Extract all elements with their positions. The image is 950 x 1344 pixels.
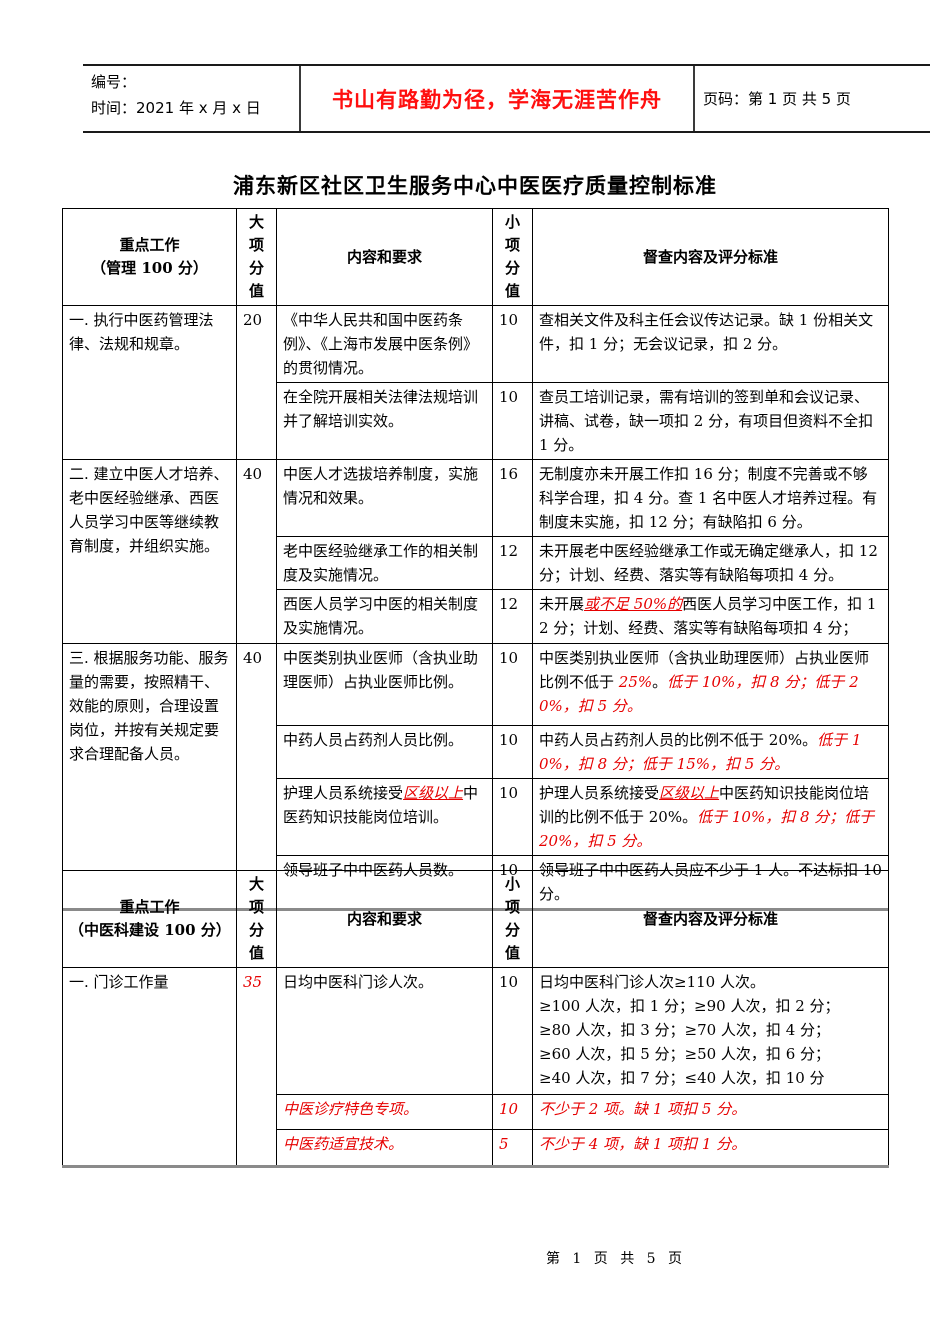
document-header: 编号： 时间：2021 年 x 月 x 日 书山有路勤为径，学海无涯苦作舟 页码：… xyxy=(83,64,930,133)
content-cell: 中医药适宜技术。 xyxy=(276,1129,493,1167)
content-cell: 中医人才选拔培养制度，实施情况和效果。 xyxy=(276,459,493,537)
minor-score-cell: 10 xyxy=(492,725,533,779)
standard-cell: 护理人员系统接受区级以上中医药知识技能岗位培训的比例不低于 20%。低于 10%… xyxy=(532,778,889,856)
work-item-cell: 一. 执行中医药管理法律、法规和规章。 xyxy=(62,305,237,460)
document-title: 浦东新区社区卫生服务中心中医医疗质量控制标准 xyxy=(233,173,717,198)
major-score-cell: 40 xyxy=(236,459,277,644)
standard-cell: 查员工培训记录，需有培训的签到单和会议记录、讲稿、试卷，缺一项扣 2 分，有项目… xyxy=(532,382,889,460)
col-header-content: 内容和要求 xyxy=(276,870,493,968)
text-segment-red: 25% xyxy=(618,673,653,691)
motto-text: 书山有路勤为径，学海无涯苦作舟 xyxy=(332,87,662,112)
col-header-standard: 督查内容及评分标准 xyxy=(532,208,889,306)
content-cell: 日均中医科门诊人次。 xyxy=(276,967,493,1095)
text-segment: 中药人员占药剂人员的比例不低于 20%。 xyxy=(539,731,818,749)
number-label: 编号： xyxy=(91,73,137,91)
text-segment-red: 低于 10%，扣 8 分；低于 20%，扣 5 分。 xyxy=(539,673,859,715)
col-header-minor-score: 小项 分值 xyxy=(492,870,533,968)
minor-score-cell: 12 xyxy=(492,536,533,590)
minor-score-cell: 5 xyxy=(492,1129,533,1167)
col-header-key-work: 重点工作 （中医科建设 100 分） xyxy=(62,870,237,968)
table-row: 中医诊疗特色专项。 10 不少于 2 项。缺 1 项扣 5 分。 xyxy=(63,1094,889,1130)
standard-cell: 中医类别执业医师（含执业助理医师）占执业医师比例不低于 25%。低于 10%，扣… xyxy=(532,643,889,726)
text-segment: 西医人员学习中医工作，扣 12 分；计划、经费、落实等有缺陷每项扣 4 分； xyxy=(539,595,877,637)
header-number-time-cell: 编号： 时间：2021 年 x 月 x 日 xyxy=(83,64,300,133)
text-segment: 未开展 xyxy=(539,595,585,613)
major-score-cell: 40 xyxy=(236,643,277,910)
text-segment: 。 xyxy=(652,673,668,691)
standard-cell: 不少于 2 项。缺 1 项扣 5 分。 xyxy=(532,1094,889,1130)
col-header-standard: 督查内容及评分标准 xyxy=(532,870,889,968)
page-footer: 第 1 页 共 5 页 xyxy=(545,1251,687,1267)
text-segment-red: 区级以上 xyxy=(403,784,464,802)
standard-cell: 未开展老中医经验继承工作或无确定继承人，扣 12 分；计划、经费、落实等有缺陷每… xyxy=(532,536,889,590)
col-header-major-score: 大项 分值 xyxy=(236,870,277,968)
content-cell: 在全院开展相关法律法规培训并了解培训实效。 xyxy=(276,382,493,460)
text-segment-red: 区级以上 xyxy=(659,784,720,802)
time-label: 时间：2021 年 x 月 x 日 xyxy=(91,99,261,117)
text-segment-red: 或不足 50%的 xyxy=(584,595,683,613)
table-row: 一. 门诊工作量 35 日均中医科门诊人次。 10 日均中医科门诊人次≥110 … xyxy=(62,967,889,1167)
table-row: 西医人员学习中医的相关制度及实施情况。 12 未开展或不足 50%的西医人员学习… xyxy=(63,589,889,644)
header-page-cell: 页码：第 1 页 共 5 页 xyxy=(693,64,930,133)
table2-header-row: 重点工作 （中医科建设 100 分） 大项 分值 内容和要求 小项 分值 督查内… xyxy=(62,870,889,968)
table-row: 在全院开展相关法律法规培训并了解培训实效。 10 查员工培训记录，需有培训的签到… xyxy=(63,382,889,460)
minor-score-cell: 10 xyxy=(492,967,533,1095)
content-cell: 中医诊疗特色专项。 xyxy=(276,1094,493,1130)
text-segment: 中医药知识技能岗位培训的比例不低于 20%。 xyxy=(539,784,870,826)
text-segment-red: 低于 10%，扣 8 分；低于 20%，扣 5 分。 xyxy=(539,808,875,850)
minor-score-cell: 10 xyxy=(492,643,533,726)
major-score-cell: 20 xyxy=(236,305,277,460)
standard-cell: 查相关文件及科主任会议传达记录。缺 1 份相关文件，扣 1 分；无会议记录，扣 … xyxy=(532,305,889,383)
minor-score-cell: 16 xyxy=(492,459,533,537)
standard-cell: 中药人员占药剂人员的比例不低于 20%。低于 10%，扣 8 分；低于 15%，… xyxy=(532,725,889,779)
col-header-key-work: 重点工作 （管理 100 分） xyxy=(62,208,237,306)
content-cell: 中医类别执业医师（含执业助理医师）占执业医师比例。 xyxy=(276,643,493,726)
content-cell: 西医人员学习中医的相关制度及实施情况。 xyxy=(276,589,493,644)
standard-cell: 无制度亦未开展工作扣 16 分；制度不完善或不够科学合理，扣 4 分。查 1 名… xyxy=(532,459,889,537)
content-cell: 中药人员占药剂人员比例。 xyxy=(276,725,493,779)
major-score-cell: 35 xyxy=(236,967,277,1167)
management-standards-table: 重点工作 （管理 100 分） 大项 分值 内容和要求 小项 分值 督查内容及评… xyxy=(62,208,889,911)
table-row: 中医药适宜技术。 5 不少于 4 项，缺 1 项扣 1 分。 xyxy=(63,1129,889,1167)
minor-score-cell: 10 xyxy=(492,305,533,383)
work-item-cell: 三. 根据服务功能、服务量的需要，按照精干、效能的原则，合理设置岗位，并按有关规… xyxy=(62,643,237,910)
text-segment-red: 低于 10%，扣 8 分；低于 15%，扣 5 分。 xyxy=(539,731,862,773)
col-header-major-score: 大项 分值 xyxy=(236,208,277,306)
standard-cell: 日均中医科门诊人次≥110 人次。 ≥100 人次，扣 1 分；≥90 人次，扣… xyxy=(532,967,889,1095)
text-segment: 中医类别执业医师（含执业助理医师）占执业医师比例不低于 xyxy=(539,649,870,691)
work-item-cell: 二. 建立中医人才培养、老中医经验继承、西医人员学习中医等继续教育制度，并组织实… xyxy=(62,459,237,644)
text-segment: 中医药知识技能岗位培训。 xyxy=(283,784,479,826)
table-row: 三. 根据服务功能、服务量的需要，按照精干、效能的原则，合理设置岗位，并按有关规… xyxy=(62,643,889,910)
minor-score-cell: 10 xyxy=(492,382,533,460)
content-cell: 老中医经验继承工作的相关制度及实施情况。 xyxy=(276,536,493,590)
page-label: 页码：第 1 页 共 5 页 xyxy=(703,90,851,108)
minor-score-cell: 10 xyxy=(492,1094,533,1130)
table-row: 护理人员系统接受区级以上中医药知识技能岗位培训。 10 护理人员系统接受区级以上… xyxy=(63,778,889,856)
col-header-content: 内容和要求 xyxy=(276,208,493,306)
standard-cell: 不少于 4 项，缺 1 项扣 1 分。 xyxy=(532,1129,889,1167)
text-segment: 护理人员系统接受 xyxy=(283,784,404,802)
table-row: 一. 执行中医药管理法律、法规和规章。 20 《中华人民共和国中医药条例》、《上… xyxy=(62,305,889,460)
header-motto-cell: 书山有路勤为径，学海无涯苦作舟 xyxy=(299,64,694,133)
text-segment: 护理人员系统接受 xyxy=(539,784,660,802)
table-row: 老中医经验继承工作的相关制度及实施情况。 12 未开展老中医经验继承工作或无确定… xyxy=(63,536,889,590)
standard-cell: 未开展或不足 50%的西医人员学习中医工作，扣 12 分；计划、经费、落实等有缺… xyxy=(532,589,889,644)
tcm-dept-standards-table: 重点工作 （中医科建设 100 分） 大项 分值 内容和要求 小项 分值 督查内… xyxy=(62,870,889,1168)
document-header-row: 编号： 时间：2021 年 x 月 x 日 书山有路勤为径，学海无涯苦作舟 页码：… xyxy=(83,64,930,133)
content-cell: 《中华人民共和国中医药条例》、《上海市发展中医条例》的贯彻情况。 xyxy=(276,305,493,383)
table-row: 中药人员占药剂人员比例。 10 中药人员占药剂人员的比例不低于 20%。低于 1… xyxy=(63,725,889,779)
table1-header-row: 重点工作 （管理 100 分） 大项 分值 内容和要求 小项 分值 督查内容及评… xyxy=(62,208,889,306)
work-item-cell: 一. 门诊工作量 xyxy=(62,967,237,1167)
content-cell: 护理人员系统接受区级以上中医药知识技能岗位培训。 xyxy=(276,778,493,856)
minor-score-cell: 10 xyxy=(492,778,533,856)
col-header-minor-score: 小项 分值 xyxy=(492,208,533,306)
minor-score-cell: 12 xyxy=(492,589,533,644)
table-row: 二. 建立中医人才培养、老中医经验继承、西医人员学习中医等继续教育制度，并组织实… xyxy=(62,459,889,644)
